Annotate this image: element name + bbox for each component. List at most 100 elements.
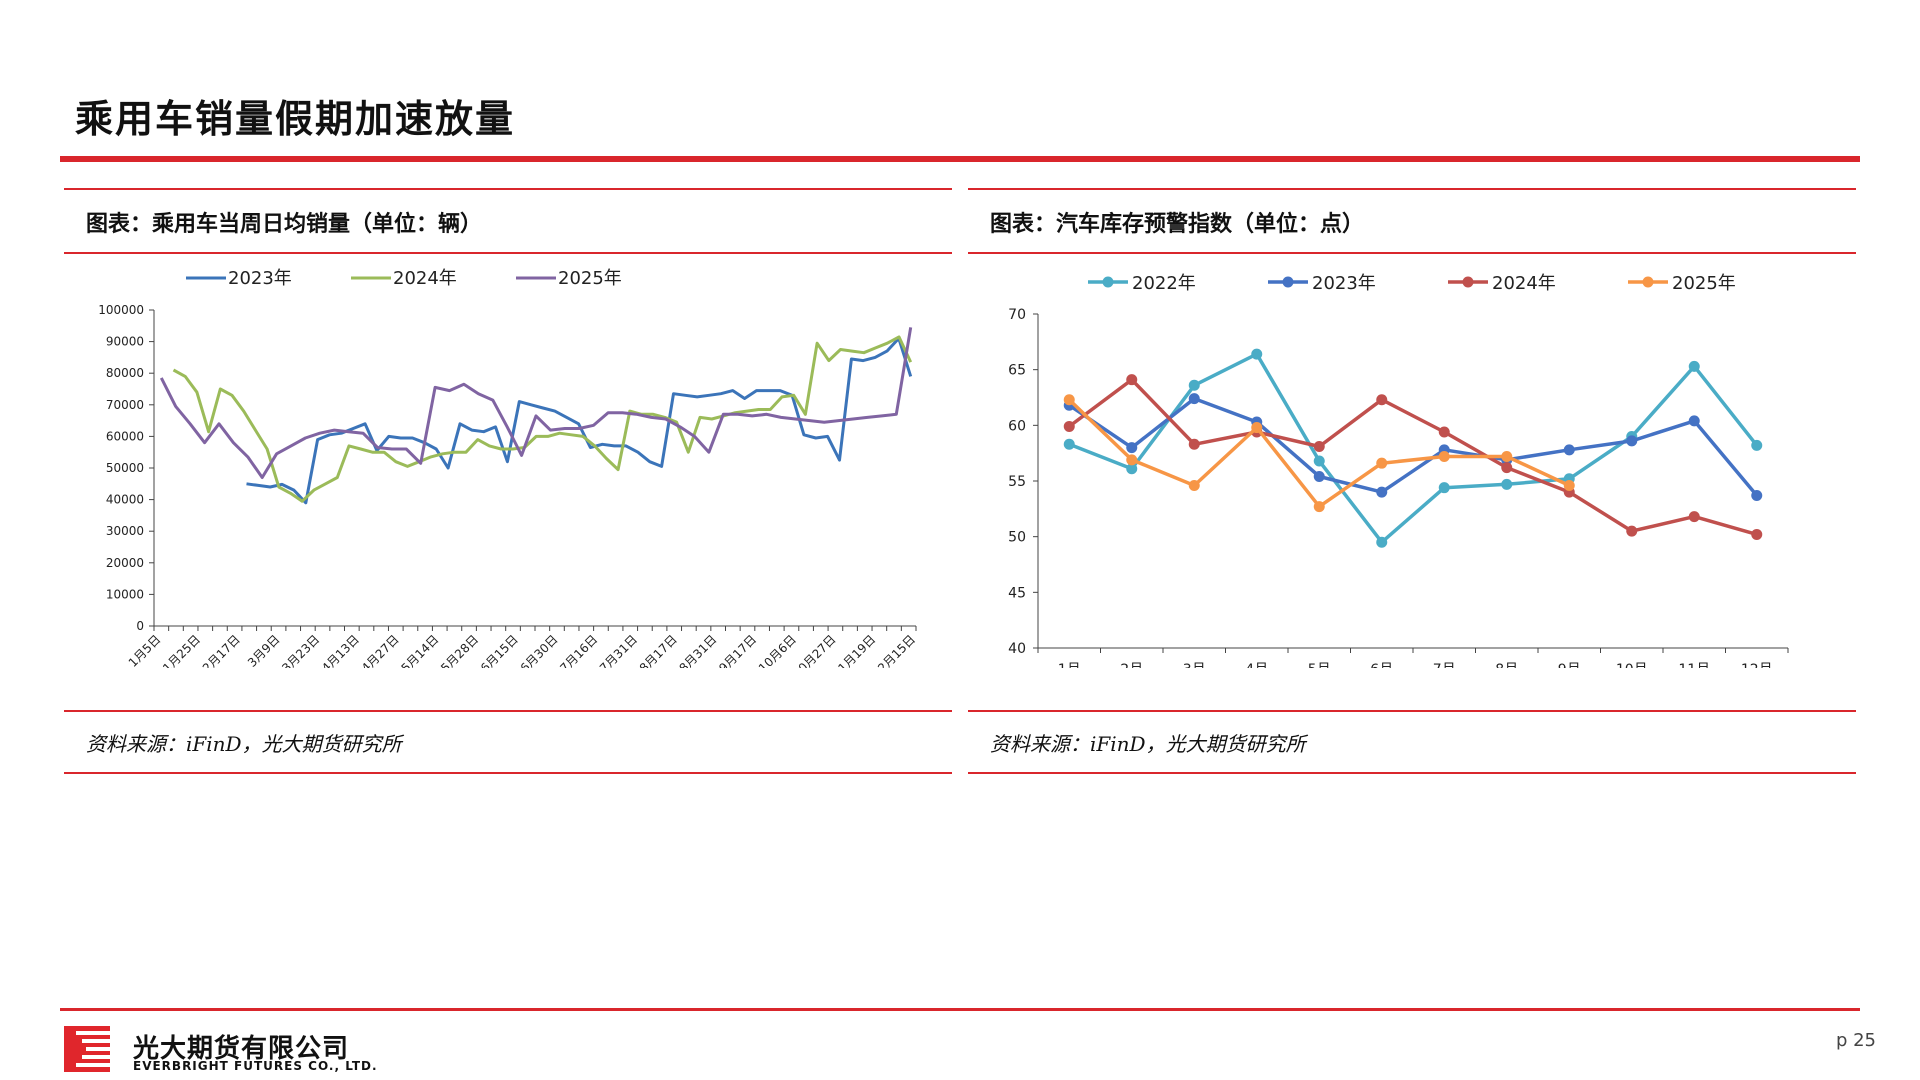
data-point bbox=[1438, 451, 1450, 463]
data-point bbox=[1063, 420, 1075, 432]
legend-label: 2023年 bbox=[228, 268, 292, 289]
data-point bbox=[1188, 438, 1200, 450]
right-chart-panel: 图表：汽车库存预警指数（单位：点） 40 45 50 55 60 65 70 1月 2月 3月 4月… bbox=[968, 188, 1856, 778]
data-point bbox=[1251, 422, 1263, 434]
page-number: p 25 bbox=[1835, 1030, 1876, 1051]
left-chart-source: 资料来源：iFinD，光大期货研究所 bbox=[86, 732, 402, 756]
data-point bbox=[1313, 501, 1325, 513]
data-point bbox=[1126, 454, 1138, 466]
y-tick-label: 10000 bbox=[106, 587, 144, 601]
series-line-2023年 bbox=[246, 336, 913, 505]
x-tick-label: 10月 bbox=[1616, 662, 1648, 668]
y-tick-label: 40000 bbox=[106, 493, 144, 507]
data-point bbox=[1313, 440, 1325, 452]
x-tick-label: 3月 bbox=[1183, 662, 1206, 668]
data-point bbox=[1188, 479, 1200, 491]
panel-source-rule bbox=[64, 710, 952, 712]
data-point bbox=[1376, 394, 1388, 406]
x-tick-label: 9月 bbox=[1558, 662, 1581, 668]
data-point bbox=[1313, 471, 1325, 483]
company-name-en: EVERBRIGHT FUTURES CO., LTD. bbox=[133, 1059, 378, 1073]
x-tick-label: 8月 bbox=[1495, 662, 1518, 668]
data-point bbox=[1376, 486, 1388, 498]
series-line-2025年 bbox=[159, 327, 913, 479]
data-point bbox=[1626, 525, 1638, 537]
y-tick-label: 70 bbox=[1008, 307, 1026, 323]
legend-marker bbox=[1462, 276, 1474, 288]
data-point bbox=[1751, 528, 1763, 540]
x-tick-label: 3月23日 bbox=[279, 632, 322, 668]
legend-marker bbox=[1642, 276, 1654, 288]
legend-marker bbox=[1102, 276, 1114, 288]
panel-title-rule bbox=[968, 252, 1856, 254]
series-line-2023年 bbox=[1068, 396, 1759, 497]
y-tick-label: 70000 bbox=[106, 398, 144, 412]
series-line-2024年 bbox=[172, 335, 913, 503]
data-point bbox=[1188, 393, 1200, 405]
data-point bbox=[1688, 415, 1700, 427]
panel-bottom-rule bbox=[64, 772, 952, 774]
x-tick-label: 10月6日 bbox=[756, 632, 799, 668]
x-tick-label: 1月 bbox=[1058, 662, 1081, 668]
panel-title-rule bbox=[64, 252, 952, 254]
data-point bbox=[1063, 438, 1075, 450]
x-tick-label: 5月 bbox=[1308, 662, 1331, 668]
x-tick-label: 7月16日 bbox=[557, 632, 600, 668]
data-point bbox=[1126, 463, 1138, 475]
series-line-2022年 bbox=[1068, 352, 1759, 544]
x-tick-label: 4月 bbox=[1245, 662, 1268, 668]
title-divider bbox=[60, 156, 1860, 162]
x-tick-label: 2月 bbox=[1120, 662, 1143, 668]
footer-divider bbox=[60, 1008, 1860, 1011]
series-line-2024年 bbox=[1068, 377, 1758, 537]
panel-top-rule bbox=[64, 188, 952, 190]
legend-label: 2024年 bbox=[393, 268, 457, 289]
x-tick-label: 2月17日 bbox=[200, 632, 243, 668]
x-tick-label: 6月15日 bbox=[478, 632, 521, 668]
x-tick-label: 7月31日 bbox=[597, 632, 640, 668]
legend-label: 2024年 bbox=[1492, 273, 1556, 294]
data-point bbox=[1063, 394, 1075, 406]
y-tick-label: 40 bbox=[1008, 641, 1026, 657]
left-chart-title: 图表：乘用车当周日均销量（单位：辆） bbox=[86, 212, 483, 237]
y-tick-label: 100000 bbox=[98, 303, 144, 317]
data-point bbox=[1563, 479, 1575, 491]
data-point bbox=[1126, 374, 1138, 386]
right-line-chart: 40 45 50 55 60 65 70 1月 2月 3月 4月 5月 6月 7月 8月 9月 10月 11月 12… bbox=[1008, 273, 1789, 668]
right-chart-source: 资料来源：iFinD，光大期货研究所 bbox=[990, 732, 1306, 756]
x-tick-label: 4月27日 bbox=[359, 632, 402, 668]
data-point bbox=[1188, 379, 1200, 391]
x-tick-label: 8月31日 bbox=[676, 632, 719, 668]
data-point bbox=[1501, 462, 1513, 474]
data-point bbox=[1438, 426, 1450, 438]
y-tick-label: 90000 bbox=[106, 335, 144, 349]
x-tick-label: 1月25日 bbox=[160, 632, 203, 668]
y-tick-label: 30000 bbox=[106, 524, 144, 538]
y-tick-label: 55 bbox=[1008, 474, 1026, 490]
x-tick-label: 4月13日 bbox=[319, 632, 362, 668]
left-line-chart: 0 10000 20000 30000 40000 50000 60000 70000 8000… bbox=[98, 268, 918, 668]
x-tick-label: 10月27日 bbox=[790, 632, 838, 668]
data-point bbox=[1688, 360, 1700, 372]
y-tick-label: 45 bbox=[1008, 585, 1026, 601]
y-tick-label: 65 bbox=[1008, 363, 1026, 379]
data-point bbox=[1376, 536, 1388, 548]
data-point bbox=[1626, 435, 1638, 447]
data-point bbox=[1688, 511, 1700, 523]
y-tick-label: 60000 bbox=[106, 429, 144, 443]
panel-top-rule bbox=[968, 188, 1856, 190]
x-tick-label: 6月30日 bbox=[518, 632, 561, 668]
y-tick-label: 0 bbox=[136, 619, 144, 633]
x-tick-label: 3月9日 bbox=[245, 632, 283, 668]
y-tick-label: 50 bbox=[1008, 530, 1026, 546]
left-chart-panel: 图表：乘用车当周日均销量（单位：辆） 0 10000 20000 30000 40000… bbox=[64, 188, 952, 778]
data-point bbox=[1501, 451, 1513, 463]
y-tick-label: 80000 bbox=[106, 366, 144, 380]
data-point bbox=[1126, 442, 1138, 454]
company-name-cn: 光大期货有限公司 bbox=[133, 1034, 350, 1064]
panel-bottom-rule bbox=[968, 772, 1856, 774]
company-logo-icon bbox=[64, 1026, 110, 1072]
data-point bbox=[1501, 478, 1513, 490]
panel-source-rule bbox=[968, 710, 1856, 712]
x-tick-label: 7月 bbox=[1433, 662, 1456, 668]
